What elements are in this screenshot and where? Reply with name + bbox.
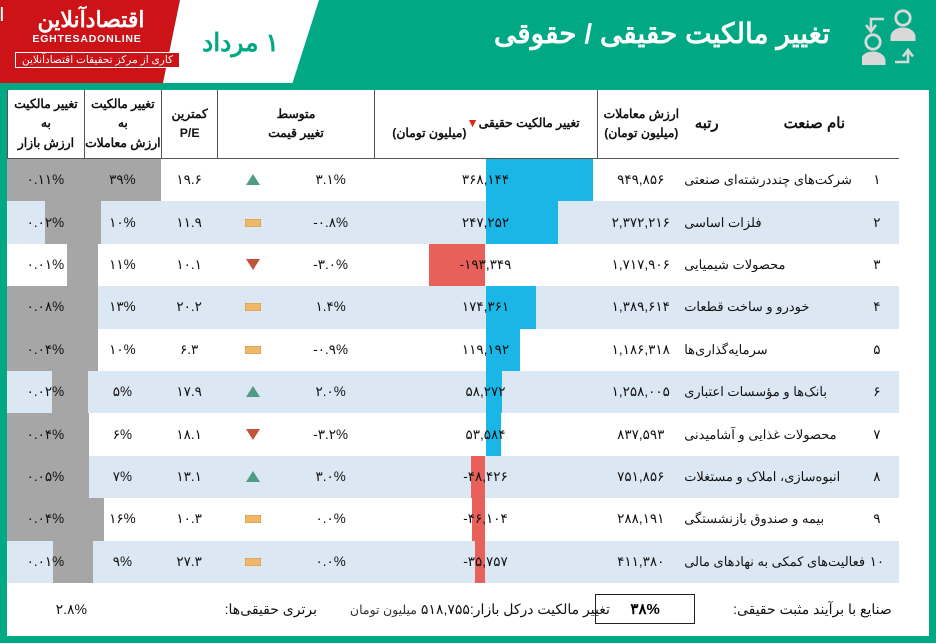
svg-text:EGHTESADONLINE: EGHTESADONLINE [32, 33, 141, 45]
svg-text:اقتصادآنلاین: اقتصادآنلاین [37, 6, 144, 33]
svg-text:||: || [0, 6, 4, 22]
